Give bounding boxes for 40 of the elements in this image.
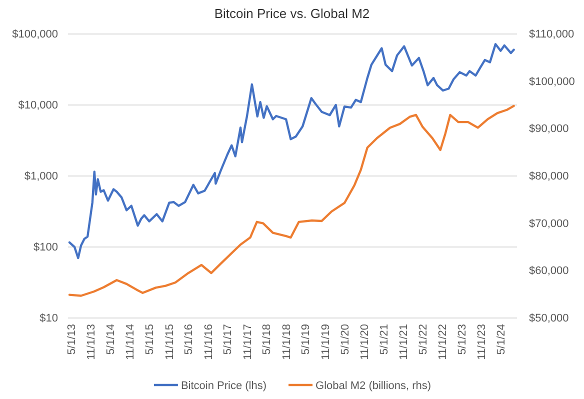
x-tick-label: 11/1/18: [280, 324, 293, 360]
x-tick-label: 5/1/19: [300, 324, 312, 355]
x-tick-label: 5/1/14: [105, 324, 118, 355]
x-tick-label: 5/1/15: [144, 324, 156, 355]
y2-tick-label: $90,000: [529, 123, 569, 136]
legend-label: Bitcoin Price (lhs): [180, 380, 267, 392]
y2-tick-label: $60,000: [529, 265, 569, 278]
y-tick-label: $100: [34, 242, 58, 254]
y-tick-label: $10,000: [18, 100, 58, 112]
x-tick-label: 5/1/21: [378, 324, 390, 355]
x-tick-label: 11/1/13: [86, 324, 98, 360]
line-series: [68, 104, 515, 297]
y2-tick-label: $80,000: [529, 170, 569, 183]
y2-tick-label: $50,000: [529, 312, 569, 325]
y-tick-label: $10: [40, 312, 58, 325]
x-tick-label: 5/1/24: [495, 324, 508, 355]
x-tick-label: 5/1/20: [339, 324, 352, 355]
x-tick-label: 5/1/23: [456, 324, 468, 355]
x-tick-label: 11/1/14: [124, 324, 137, 360]
chart-title: Bitcoin Price vs. Global M2: [214, 6, 370, 21]
x-tick-label: 5/1/22: [417, 324, 430, 355]
x-tick-label: 11/1/19: [320, 324, 332, 360]
x-tick-label: 5/1/17: [222, 324, 234, 355]
x-tick-label: 11/1/21: [398, 324, 410, 360]
y-tick-label: $1,000: [24, 170, 58, 183]
line-series: [68, 43, 515, 260]
x-tick-label: 11/1/22: [437, 324, 450, 360]
x-tick-label: 11/1/20: [359, 324, 372, 360]
y-tick-label: $100,000: [12, 28, 58, 41]
x-tick-label: 11/1/16: [202, 324, 215, 360]
x-tick-label: 11/1/17: [242, 324, 254, 360]
y2-tick-label: $70,000: [529, 218, 569, 230]
y2-tick-label: $100,000: [529, 76, 575, 88]
x-tick-label: 5/1/13: [66, 324, 78, 355]
y2-tick-label: $110,000: [529, 28, 574, 41]
x-tick-label: 5/1/16: [183, 324, 196, 355]
x-tick-label: 5/1/18: [261, 324, 274, 355]
x-tick-label: 11/1/15: [164, 324, 176, 360]
x-tick-label: 11/1/23: [476, 324, 488, 360]
legend-label: Global M2 (billions, rhs): [316, 380, 432, 392]
